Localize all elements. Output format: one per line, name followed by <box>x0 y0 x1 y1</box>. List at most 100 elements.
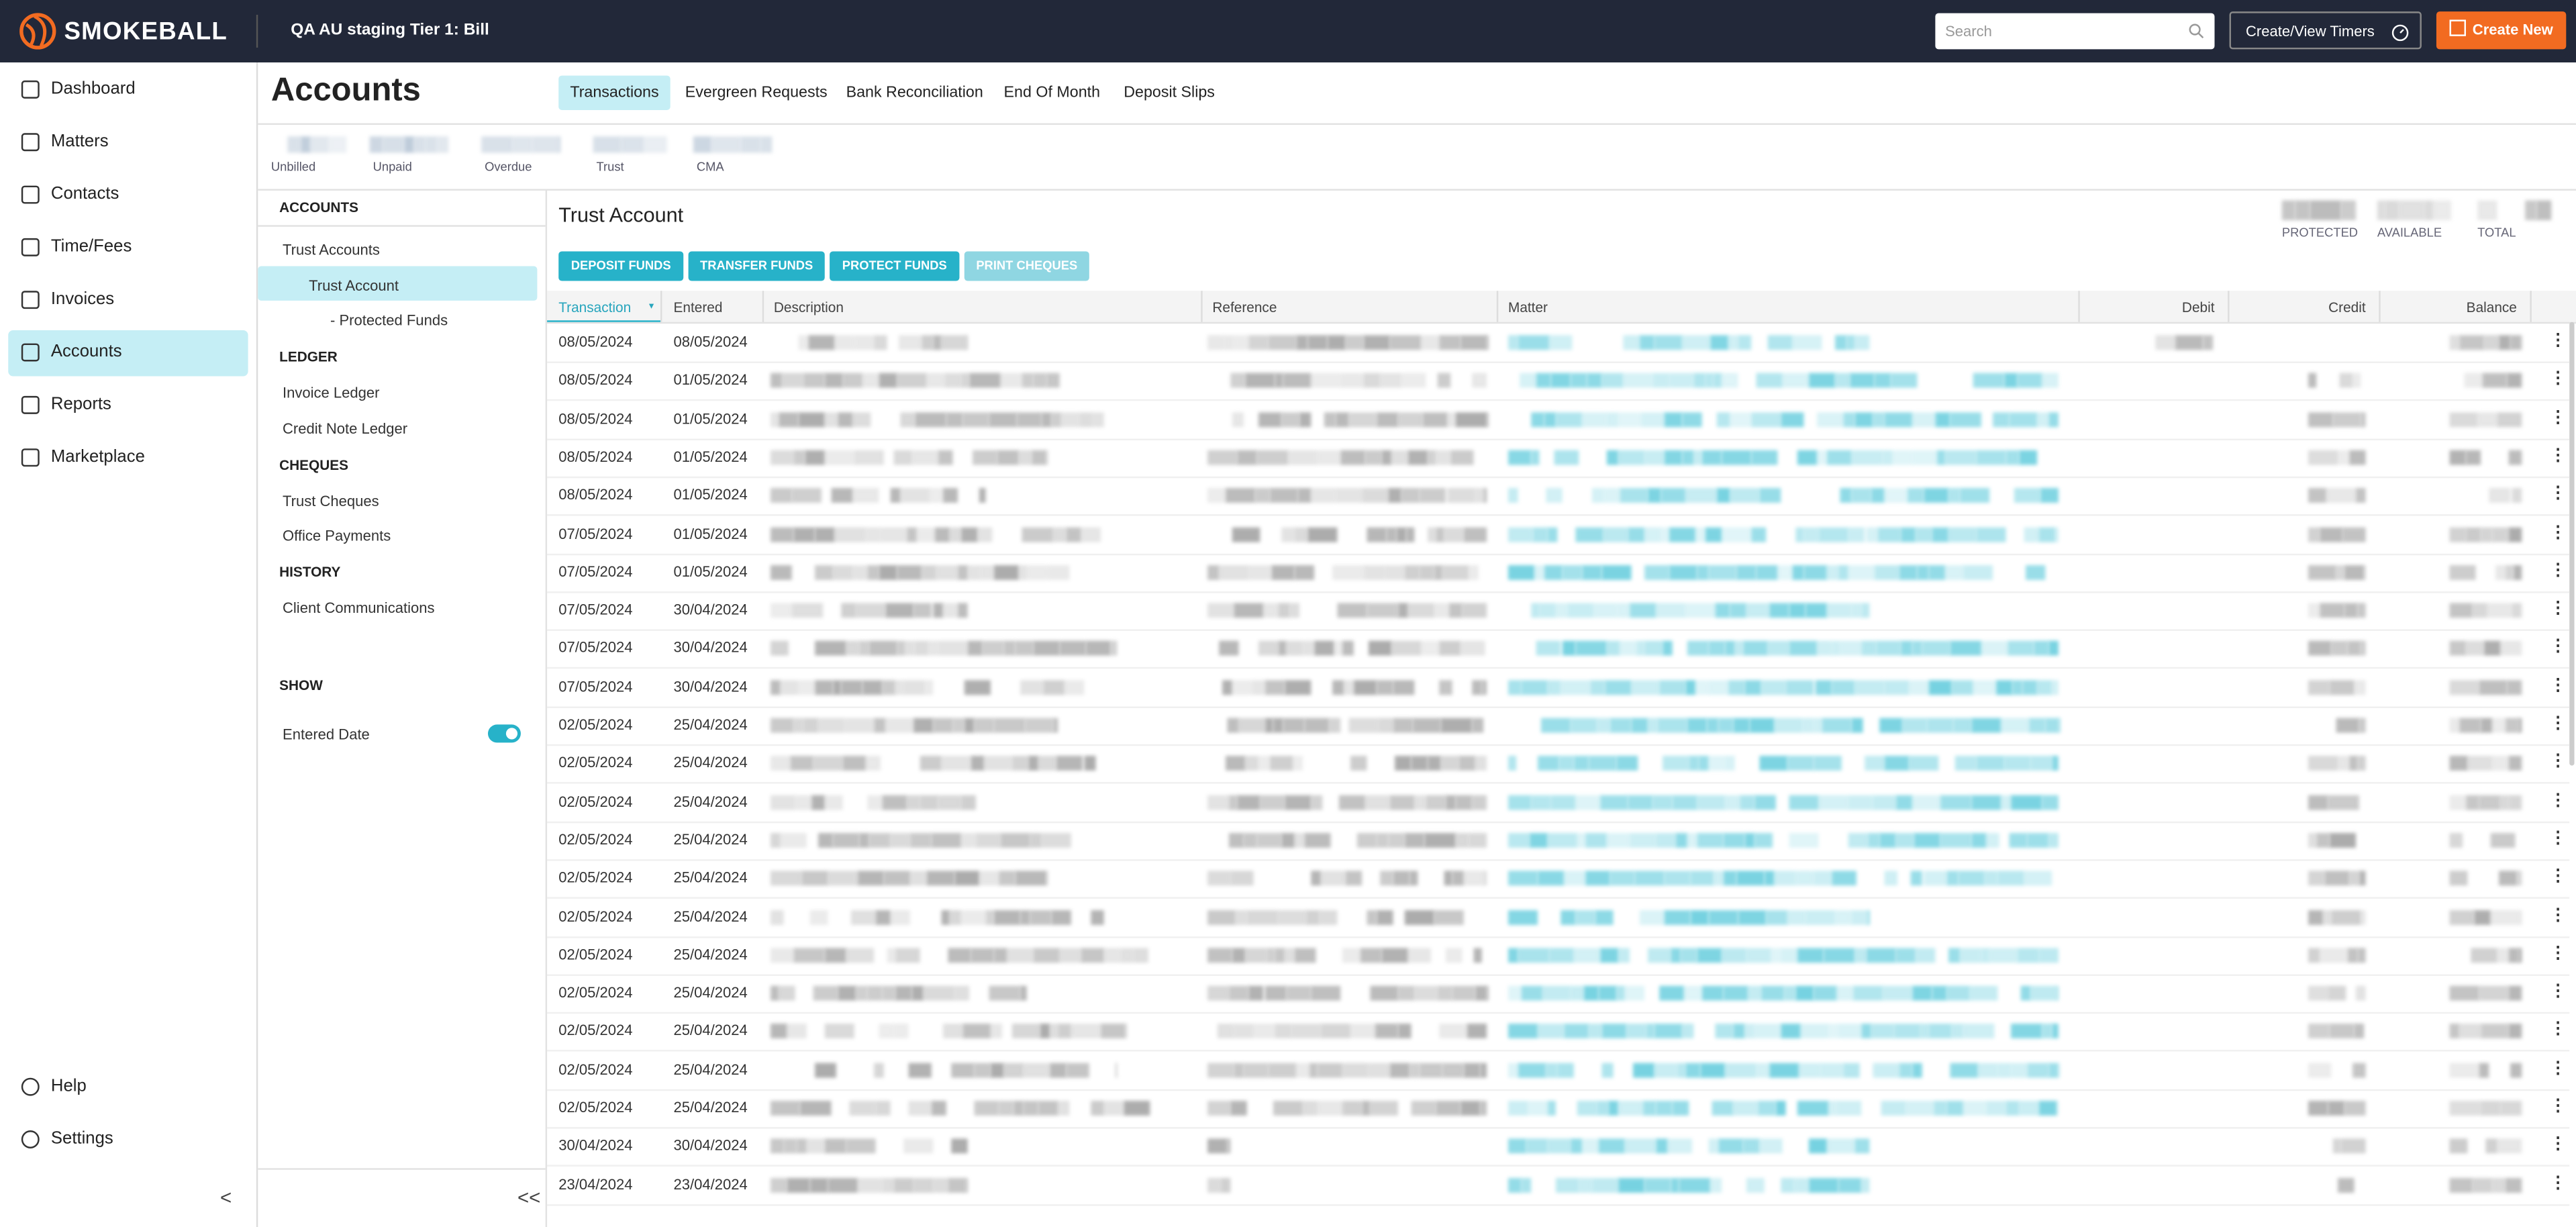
subnav-item[interactable]: Invoice Ledger <box>283 384 380 401</box>
tab[interactable]: Transactions <box>558 75 671 110</box>
column-header[interactable]: Description <box>773 299 844 315</box>
row-menu[interactable]: ⋮ <box>2549 714 2567 733</box>
tab[interactable]: Deposit Slips <box>1124 83 1215 102</box>
blurred-content <box>1915 526 1932 542</box>
blurred-content <box>958 603 968 618</box>
row-menu[interactable]: ⋮ <box>2549 523 2567 542</box>
nav-item[interactable]: Reports <box>50 394 111 414</box>
column-header[interactable]: Reference <box>1212 299 1277 315</box>
row-menu[interactable]: ⋮ <box>2549 1174 2567 1193</box>
blurred-content <box>2449 603 2472 618</box>
blurred-content <box>1244 756 1259 771</box>
row-menu[interactable]: ⋮ <box>2549 676 2567 695</box>
row-menu[interactable]: ⋮ <box>2549 370 2567 389</box>
row-menu[interactable]: ⋮ <box>2549 1097 2567 1116</box>
subnav-item[interactable]: - Protected Funds <box>330 313 448 330</box>
nav-item[interactable]: Dashboard <box>50 79 136 99</box>
subnav-item[interactable]: Credit Note Ledger <box>283 420 408 437</box>
row-menu[interactable]: ⋮ <box>2549 599 2567 618</box>
column-header[interactable]: Credit <box>2328 299 2366 315</box>
column-header[interactable]: Debit <box>2181 299 2215 315</box>
nav-item[interactable]: Invoices <box>50 289 115 309</box>
tab[interactable]: End Of Month <box>1003 83 1101 102</box>
collapse-nav[interactable]: < <box>219 1186 232 1210</box>
blurred-content <box>1787 756 1814 771</box>
subnav-item[interactable]: Trust Account <box>309 277 399 294</box>
nav-item[interactable]: Settings <box>50 1128 113 1148</box>
action-button[interactable]: PRINT CHEQUES <box>964 251 1089 281</box>
blurred-content <box>1774 718 1803 733</box>
blurred-content <box>2037 411 2049 427</box>
blurred-content <box>1697 794 1726 809</box>
blurred-content <box>1507 526 1534 542</box>
row-menu[interactable]: ⋮ <box>2549 905 2567 924</box>
row-menu[interactable]: ⋮ <box>2549 408 2567 427</box>
blurred-content <box>1716 488 1730 503</box>
row-menu[interactable]: ⋮ <box>2549 485 2567 503</box>
row-menu[interactable]: ⋮ <box>2549 638 2567 656</box>
subnav-item[interactable]: Office Payments <box>283 528 391 544</box>
section-title: CHEQUES <box>279 456 349 473</box>
cell: 02/05/2024 <box>558 984 633 1001</box>
blurred-content <box>1797 947 1824 963</box>
timers-button[interactable]: Create/View Timers <box>2229 11 2422 50</box>
create-button[interactable]: Create New <box>2436 11 2567 50</box>
blurred-content <box>1911 411 1936 427</box>
row-menu[interactable]: ⋮ <box>2549 791 2567 809</box>
action-button[interactable]: PROTECT FUNDS <box>830 251 960 281</box>
blurred-content <box>622 136 644 153</box>
blurred-content <box>1807 1177 1838 1193</box>
nav-item[interactable]: Contacts <box>50 184 119 204</box>
blurred-content <box>969 373 1001 389</box>
blurred-content <box>1219 641 1239 656</box>
search-box[interactable]: Search <box>1935 13 2215 50</box>
column-header[interactable]: Matter <box>1507 299 1548 315</box>
row-menu[interactable]: ⋮ <box>2549 446 2567 465</box>
blurred-content <box>1018 565 1027 580</box>
blurred-content <box>1281 832 1294 848</box>
column-header[interactable]: Transaction <box>558 299 632 315</box>
nav-item[interactable]: Matters <box>50 131 109 152</box>
subnav-item[interactable]: Trust Accounts <box>283 241 380 258</box>
tab[interactable]: Evergreen Requests <box>685 83 828 102</box>
row-menu[interactable]: ⋮ <box>2549 982 2567 1001</box>
row-menu[interactable]: ⋮ <box>2549 1020 2567 1039</box>
blurred-content <box>770 756 790 771</box>
collapse-subnav[interactable]: << <box>517 1186 541 1210</box>
action-button[interactable]: TRANSFER FUNDS <box>688 251 825 281</box>
blurred-content <box>1681 450 1693 465</box>
column-header[interactable]: Entered <box>673 299 723 315</box>
nav-item[interactable]: Help <box>50 1076 87 1096</box>
subnav-item[interactable]: Trust Cheques <box>283 492 379 509</box>
row-menu[interactable]: ⋮ <box>2549 332 2567 350</box>
blurred-content <box>2010 832 2028 848</box>
blurred-content <box>967 641 983 656</box>
action-button[interactable]: DEPOSIT FUNDS <box>558 251 684 281</box>
row-menu[interactable]: ⋮ <box>2549 944 2567 963</box>
nav-item[interactable]: Accounts <box>50 342 122 362</box>
row-menu[interactable]: ⋮ <box>2549 829 2567 848</box>
blurred-content <box>850 1100 877 1116</box>
subnav-item[interactable]: Client Communications <box>283 599 435 616</box>
blurred-content <box>2520 909 2522 924</box>
row-menu[interactable]: ⋮ <box>2549 561 2567 580</box>
blurred-content <box>383 136 405 153</box>
row-menu[interactable]: ⋮ <box>2549 752 2567 771</box>
column-divider <box>2379 291 2381 322</box>
tab[interactable]: Bank Reconciliation <box>846 83 983 102</box>
blurred-content <box>1597 1138 1626 1155</box>
blurred-content <box>932 603 944 618</box>
blurred-content <box>842 373 863 389</box>
column-header[interactable]: Balance <box>2466 299 2517 315</box>
blurred-content <box>1785 679 1815 695</box>
blurred-content <box>1046 373 1060 389</box>
nav-item[interactable]: Marketplace <box>50 446 145 467</box>
blurred-content <box>2466 641 2484 656</box>
blurred-content <box>2500 641 2522 656</box>
blurred-content <box>1800 1024 1828 1039</box>
nav-item[interactable]: Time/Fees <box>50 236 132 256</box>
row-menu[interactable]: ⋮ <box>2549 1136 2567 1155</box>
row-menu[interactable]: ⋮ <box>2549 867 2567 886</box>
row-menu[interactable]: ⋮ <box>2549 1059 2567 1077</box>
blurred-content <box>932 335 941 350</box>
